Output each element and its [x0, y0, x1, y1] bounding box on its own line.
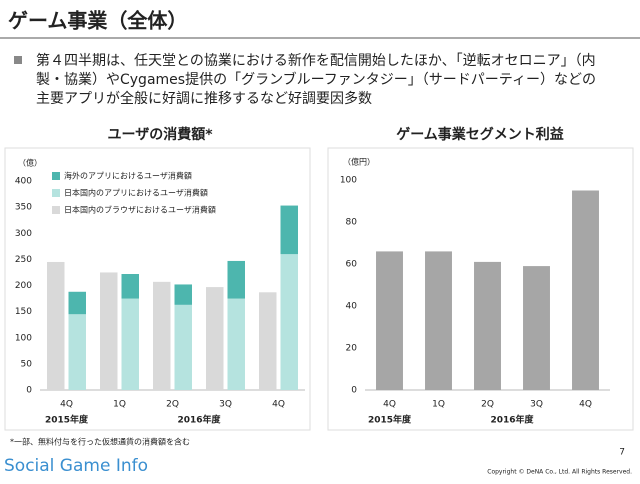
bullet-line: 主要アプリが全般に好調に推移するなど好調要因多数 [36, 90, 372, 107]
bar [376, 251, 403, 390]
legend-swatch [52, 206, 60, 214]
y-tick-label: 50 [21, 359, 33, 369]
y-tick-label: 100 [340, 176, 357, 186]
bar-segment [121, 274, 139, 299]
bar-segment [153, 281, 171, 390]
legend-swatch [52, 172, 60, 180]
bar-segment [227, 260, 245, 299]
copyright: Copyright © DeNA Co., Ltd. All Rights Re… [487, 469, 632, 476]
slide-title: ゲーム事業（全体） [8, 9, 187, 33]
x-tick-label: 3Q [219, 400, 232, 410]
unit-label: （億円） [343, 157, 375, 167]
bar [425, 251, 452, 390]
x-tick-label: 1Q [113, 400, 126, 410]
y-tick-label: 0 [351, 386, 357, 396]
bullet-marker [14, 56, 22, 64]
right-panel [327, 147, 634, 431]
y-tick-label: 60 [346, 260, 358, 270]
bar [474, 261, 501, 390]
bar-segment [68, 314, 86, 390]
bar-segment [227, 298, 245, 390]
year-label: 2016年度 [490, 414, 534, 426]
page-number: 7 [619, 448, 625, 458]
bar-segment [206, 287, 224, 390]
x-tick-label: 3Q [530, 400, 543, 410]
year-label: 2015年度 [45, 414, 89, 426]
bar-segment [259, 292, 277, 390]
x-tick-label: 4Q [383, 400, 396, 410]
legend-swatch [52, 189, 60, 197]
y-tick-label: 20 [346, 344, 358, 354]
x-tick-label: 4Q [60, 400, 73, 410]
y-tick-label: 80 [346, 218, 358, 228]
bar [572, 190, 599, 390]
legend-label: 日本国内のブラウザにおけるユーザ消費額 [64, 205, 216, 215]
x-tick-label: 1Q [432, 400, 445, 410]
y-tick-label: 150 [15, 307, 32, 317]
bar-segment [280, 205, 298, 255]
unit-label: （億） [18, 158, 42, 168]
bar-segment [121, 298, 139, 390]
bullet-line: 製・協業）やCygames提供の「グランブルーファンタジー」（サードパーティー）… [36, 71, 596, 88]
bar-segment [68, 291, 86, 315]
chart-title: ユーザの消費額* [107, 126, 213, 143]
left-panel [4, 147, 311, 431]
y-tick-label: 40 [346, 302, 358, 312]
footnote: *一部、無料付与を行った仮想通貨の消費額を含む [10, 437, 190, 447]
year-label: 2016年度 [177, 414, 221, 426]
bar-segment [47, 261, 65, 390]
bar-segment [174, 304, 192, 390]
y-tick-label: 100 [15, 333, 32, 343]
x-tick-label: 2Q [481, 400, 494, 410]
watermark: Social Game Info [4, 456, 148, 476]
legend-label: 日本国内のアプリにおけるユーザ消費額 [64, 188, 208, 198]
y-tick-label: 300 [15, 229, 32, 239]
legend-label: 海外のアプリにおけるユーザ消費額 [64, 171, 192, 181]
bullet-line: 第４四半期は、任天堂との協業における新作を配信開始したほか、「逆転オセロニア」（… [36, 52, 596, 69]
x-tick-label: 2Q [166, 400, 179, 410]
y-tick-label: 0 [26, 386, 32, 396]
x-tick-label: 4Q [272, 400, 285, 410]
bar-segment [100, 272, 118, 390]
y-tick-label: 350 [15, 203, 32, 213]
chart-title: ゲーム事業セグメント利益 [396, 126, 564, 143]
y-tick-label: 250 [15, 255, 32, 265]
bar-segment [280, 254, 298, 390]
bar [523, 266, 550, 390]
x-tick-label: 4Q [579, 400, 592, 410]
bar-segment [174, 284, 192, 305]
y-tick-label: 200 [15, 281, 32, 291]
year-label: 2015年度 [368, 414, 412, 426]
y-tick-label: 400 [15, 177, 32, 187]
